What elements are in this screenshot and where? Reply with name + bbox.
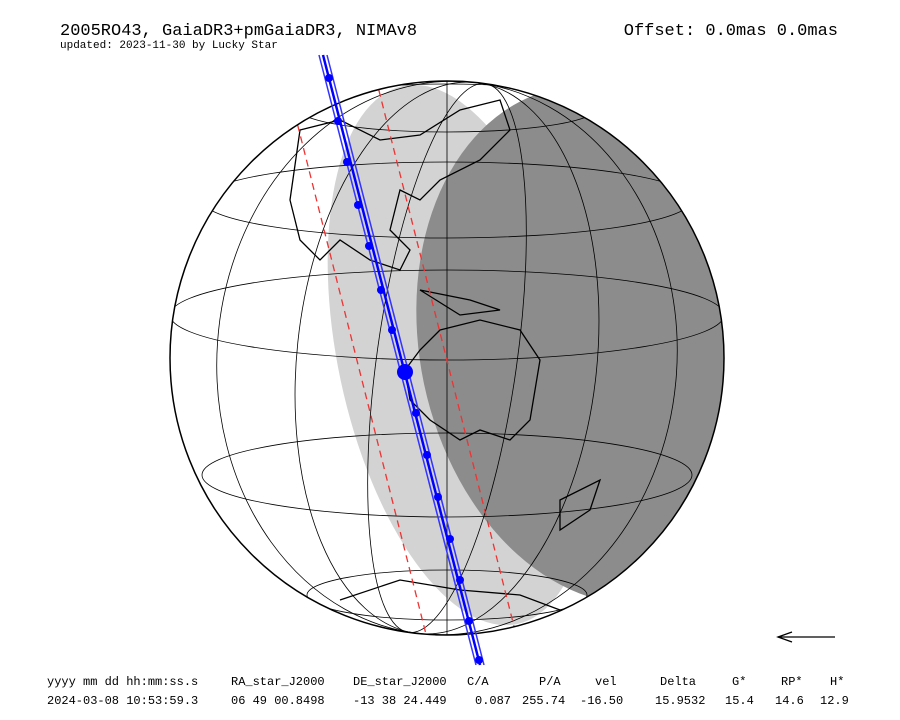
path-edge (326, 54, 485, 666)
globe-outline (169, 80, 725, 636)
column-header: vel (595, 675, 617, 689)
column-header: C/A (467, 675, 489, 689)
column-header: RP* (781, 675, 803, 689)
time-marks (325, 74, 483, 664)
table-cell: 2024-03-08 10:53:59.3 (47, 694, 198, 708)
column-header: RA_star_J2000 (231, 675, 325, 689)
column-header: yyyy mm dd hh:mm:ss.s (47, 675, 198, 689)
uncertainty-lines (279, 81, 526, 635)
table-cell: 15.9532 (655, 694, 705, 708)
table-cell: -13 38 24.449 (353, 694, 447, 708)
column-header: P/A (539, 675, 561, 689)
table-cell: 14.6 (775, 694, 804, 708)
column-header: G* (732, 675, 746, 689)
column-header: Delta (660, 675, 696, 689)
central-line (321, 54, 482, 666)
table-cell: 255.74 (522, 694, 565, 708)
table-cell: 12.9 (820, 694, 849, 708)
table-cell: -16.50 (580, 694, 623, 708)
direction-arrow (776, 631, 835, 643)
shadow-path (318, 54, 485, 666)
path-edge (318, 54, 477, 666)
title: 2005RO43, GaiaDR3+pmGaiaDR3, NIMAv8 (60, 22, 417, 41)
table-cell: 06 49 00.8498 (231, 694, 325, 708)
column-header: H* (830, 675, 844, 689)
data-table: yyyy mm dd hh:mm:ss.s RA_star_J2000 DE_sta… (47, 675, 849, 708)
table-cell: 0.087 (475, 694, 511, 708)
column-header: DE_star_J2000 (353, 675, 447, 689)
table-cell: 15.4 (725, 694, 754, 708)
subtitle: updated: 2023-11-30 by Lucky Star (60, 40, 278, 52)
offset: Offset: 0.0mas 0.0mas (624, 22, 838, 41)
